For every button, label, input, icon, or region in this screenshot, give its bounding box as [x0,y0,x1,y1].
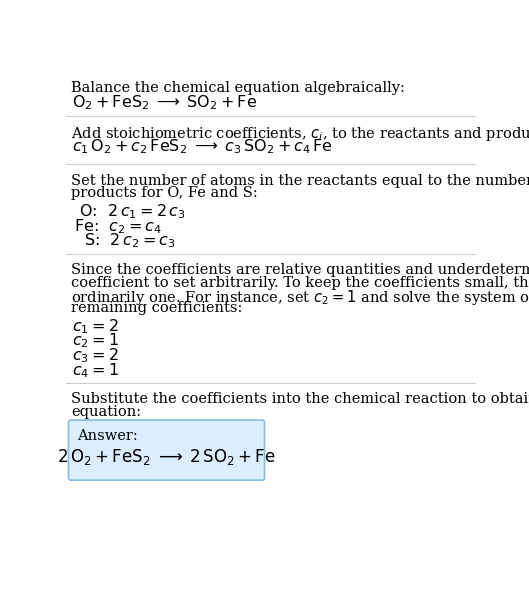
Text: $c_1 = 2$: $c_1 = 2$ [72,317,119,336]
Text: Since the coefficients are relative quantities and underdetermined, choose a: Since the coefficients are relative quan… [71,263,529,277]
Text: $c_3 = 2$: $c_3 = 2$ [72,346,119,365]
Text: coefficient to set arbitrarily. To keep the coefficients small, the arbitrary va: coefficient to set arbitrarily. To keep … [71,276,529,290]
Text: $\mathrm{O_2 + FeS_2 \;\longrightarrow\; SO_2 + Fe}$: $\mathrm{O_2 + FeS_2 \;\longrightarrow\;… [72,93,258,112]
Text: Answer:: Answer: [77,429,138,443]
Text: O:  $2\,c_1 = 2\,c_3$: O: $2\,c_1 = 2\,c_3$ [74,202,186,221]
Text: equation:: equation: [71,405,141,419]
Text: Substitute the coefficients into the chemical reaction to obtain the balanced: Substitute the coefficients into the che… [71,392,529,407]
Text: $2\,\mathrm{O_2} + \mathrm{FeS_2} \;\longrightarrow\; 2\,\mathrm{SO_2} + \mathrm: $2\,\mathrm{O_2} + \mathrm{FeS_2} \;\lon… [57,447,276,467]
Text: $c_4 = 1$: $c_4 = 1$ [72,361,119,379]
Text: Set the number of atoms in the reactants equal to the number of atoms in the: Set the number of atoms in the reactants… [71,174,529,188]
Text: Balance the chemical equation algebraically:: Balance the chemical equation algebraica… [71,81,405,95]
Text: remaining coefficients:: remaining coefficients: [71,301,242,315]
Text: ordinarily one. For instance, set $c_2 = 1$ and solve the system of equations fo: ordinarily one. For instance, set $c_2 =… [71,288,529,307]
Text: $c_1\,\mathrm{O_2} + c_2\,\mathrm{FeS_2} \;\longrightarrow\; c_3\,\mathrm{SO_2} : $c_1\,\mathrm{O_2} + c_2\,\mathrm{FeS_2}… [72,138,333,156]
Text: Fe:  $c_2 = c_4$: Fe: $c_2 = c_4$ [74,217,162,236]
FancyBboxPatch shape [68,420,264,480]
Text: $c_2 = 1$: $c_2 = 1$ [72,331,119,350]
Text: Add stoichiometric coefficients, $c_i$, to the reactants and products:: Add stoichiometric coefficients, $c_i$, … [71,125,529,143]
Text: S:  $2\,c_2 = c_3$: S: $2\,c_2 = c_3$ [74,231,176,250]
Text: products for O, Fe and S:: products for O, Fe and S: [71,186,258,200]
